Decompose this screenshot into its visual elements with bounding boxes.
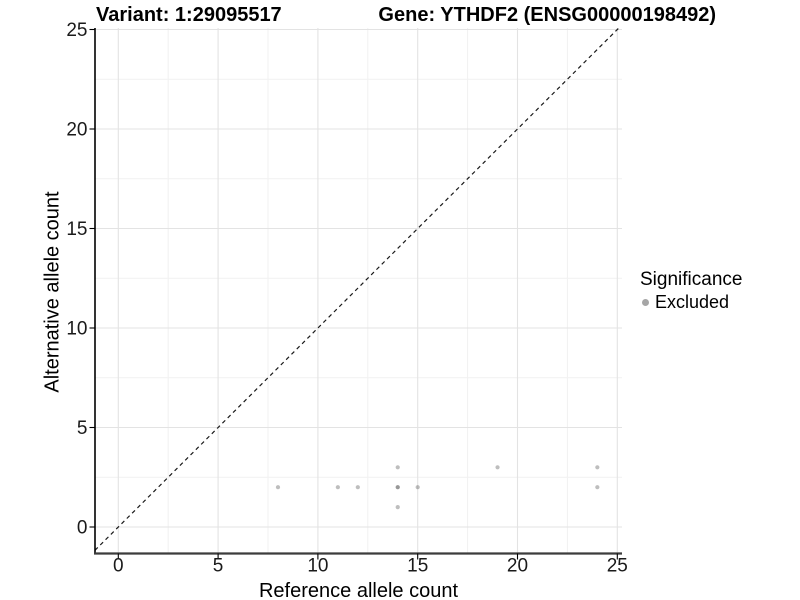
data-point [355,485,360,490]
legend-item-excluded: Excluded [640,292,742,313]
y-tick-label: 5 [77,418,88,439]
variant-title: Variant: 1:29095517 [96,4,282,26]
data-point [495,465,500,470]
legend-title: Significance [640,269,743,290]
x-axis-title: Reference allele count [258,580,458,600]
legend: Significance Excluded [640,269,742,313]
y-tick-label: 15 [66,219,87,240]
x-tick-label: 10 [307,556,328,577]
y-axis-title: Alternative allele count [41,191,64,393]
x-tick-label: 25 [607,556,628,577]
data-point [275,485,281,490]
data-point [415,485,420,490]
data-point [595,465,600,470]
x-tick-label: 20 [507,556,528,577]
data-point [335,485,340,490]
data-point [595,485,600,490]
data-point [395,485,400,490]
x-tick-label: 5 [213,556,224,577]
y-tick-label: 10 [66,319,87,340]
identity-dashed-line [94,27,620,551]
data-point [395,465,400,470]
legend-item-label: Excluded [655,292,730,312]
gene-title: Gene: YTHDF2 (ENSG00000198492) [378,4,716,26]
x-tick-label: 0 [113,556,124,577]
data-point [395,505,400,510]
x-tick-label: 15 [407,556,428,577]
y-tick-label: 25 [66,20,87,41]
excluded-point-icon [642,299,649,306]
y-tick-label: 20 [66,120,87,141]
y-tick-label: 0 [77,518,88,539]
data-point [395,485,400,490]
